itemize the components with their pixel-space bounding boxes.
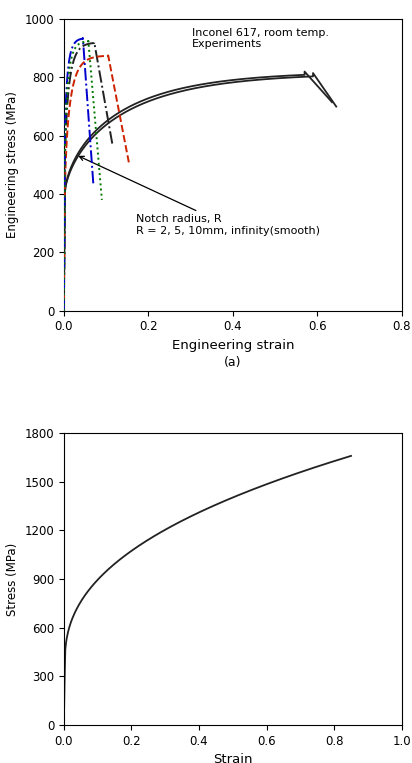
Text: (a): (a)	[224, 356, 241, 369]
Y-axis label: Engineering stress (MPa): Engineering stress (MPa)	[6, 92, 19, 238]
X-axis label: Strain: Strain	[213, 753, 253, 763]
Y-axis label: Stress (MPa): Stress (MPa)	[6, 542, 19, 616]
X-axis label: Engineering strain: Engineering strain	[171, 339, 294, 352]
Text: Inconel 617, room temp.
Experiments: Inconel 617, room temp. Experiments	[192, 27, 329, 50]
Text: Notch radius, R
R = 2, 5, 10mm, infinity(smooth): Notch radius, R R = 2, 5, 10mm, infinity…	[80, 156, 320, 236]
